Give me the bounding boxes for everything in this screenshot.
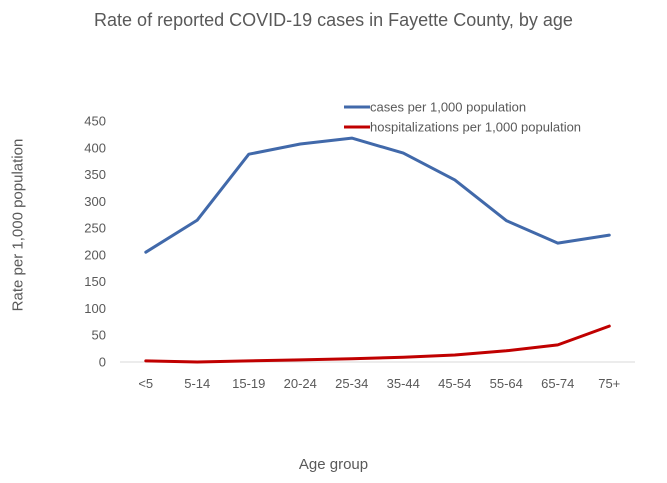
legend-label-hospitalizations: hospitalizations per 1,000 population: [370, 120, 581, 135]
x-tick-label: 20-24: [284, 376, 317, 391]
x-tick-label: 15-19: [232, 376, 265, 391]
x-tick-label: 55-64: [490, 376, 523, 391]
x-axis-title: Age group: [298, 456, 369, 473]
y-tick-label: 300: [84, 194, 106, 209]
x-tick-label: 45-54: [438, 376, 471, 391]
y-tick-label: 200: [84, 247, 106, 262]
y-tick-label: 0: [99, 355, 106, 370]
y-tick-label: 400: [84, 140, 106, 155]
x-tick-label: 75+: [598, 376, 620, 391]
y-tick-label: 450: [84, 114, 106, 129]
y-tick-label: 350: [84, 167, 106, 182]
x-tick-label: 65-74: [541, 376, 574, 391]
y-tick-label: 250: [84, 221, 106, 236]
legend-label-cases: cases per 1,000 population: [370, 100, 526, 115]
x-tick-label: <5: [138, 376, 153, 391]
x-tick-label: 5-14: [184, 376, 210, 391]
chart-title: Rate of reported COVID-19 cases in Fayet…: [94, 10, 573, 30]
x-tick-label: 35-44: [387, 376, 420, 391]
series-line-cases: [144, 136, 611, 254]
y-tick-label: 150: [84, 274, 106, 289]
y-tick-label: 50: [92, 328, 106, 343]
y-tick-label: 100: [84, 301, 106, 316]
series-line-hospitalizations: [144, 324, 611, 364]
x-tick-label: 25-34: [335, 376, 368, 391]
